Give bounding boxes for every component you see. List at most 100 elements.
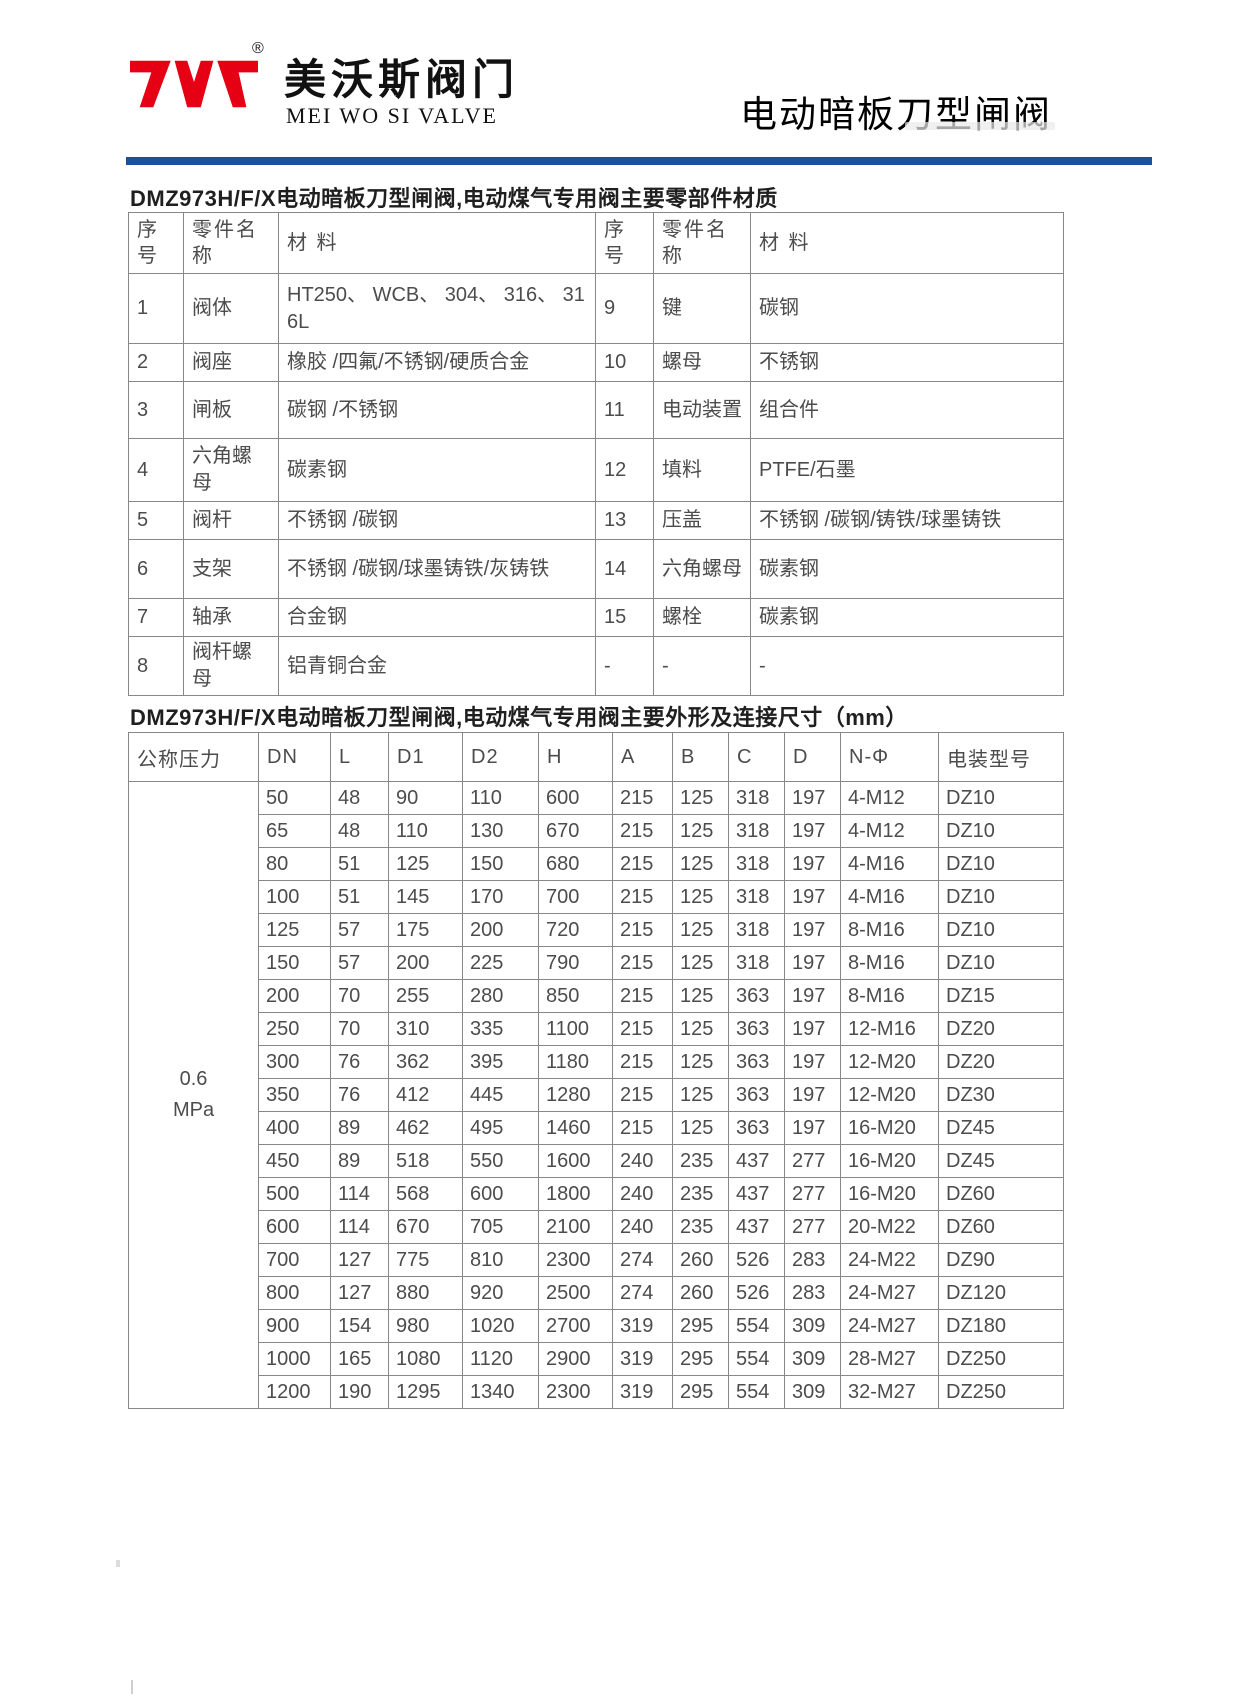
dimensions-table-cell: 200 <box>462 913 539 947</box>
dimensions-table-cell: 48 <box>330 814 389 848</box>
dimensions-table-cell: 215 <box>612 1078 673 1112</box>
dimensions-table-cell: 319 <box>612 1309 673 1343</box>
materials-column-header: 材 料 <box>750 212 1064 274</box>
dimensions-table-cell: 51 <box>330 880 389 914</box>
dimensions-table-cell: 283 <box>784 1276 841 1310</box>
dimensions-table-cell: 50 <box>258 781 331 815</box>
dimensions-table-cell: 197 <box>784 847 841 881</box>
dimensions-table-cell: 197 <box>784 979 841 1013</box>
dimensions-table-cell: 318 <box>728 913 785 947</box>
dimensions-table-cell: 445 <box>462 1078 539 1112</box>
dimensions-table-cell: 197 <box>784 1045 841 1079</box>
dimensions-table-cell: 363 <box>728 1078 785 1112</box>
dimensions-column-header: 电装型号 <box>938 732 1064 782</box>
dimensions-table-cell: 125 <box>672 847 729 881</box>
dimensions-table-cell: 462 <box>388 1111 463 1145</box>
dimensions-section-heading: DMZ973H/F/X电动暗板刀型闸阀,电动煤气专用阀主要外形及连接尺寸（mm） <box>130 705 908 730</box>
dimensions-table-cell: 1280 <box>538 1078 613 1112</box>
dimensions-table-cell: DZ10 <box>938 913 1064 947</box>
dimensions-table-cell: 1200 <box>258 1375 331 1409</box>
dimensions-table-cell: 12-M16 <box>840 1012 939 1046</box>
dimensions-table-cell: 1800 <box>538 1177 613 1211</box>
dimensions-table-cell: 500 <box>258 1177 331 1211</box>
dimensions-table-cell: 215 <box>612 880 673 914</box>
materials-column-header: 序号 <box>595 212 654 274</box>
dimensions-table-cell: 600 <box>462 1177 539 1211</box>
dimensions-table-cell: 125 <box>672 1078 729 1112</box>
dimensions-column-header: A <box>612 732 673 782</box>
dimensions-table-cell: 277 <box>784 1210 841 1244</box>
dimensions-table-cell: 400 <box>258 1111 331 1145</box>
materials-table-row: 7 轴承 合金钢 15 螺栓 碳素钢 <box>128 598 1064 637</box>
dimensions-table-cell: 145 <box>388 880 463 914</box>
dimensions-table-row: 800 127 880 920 2500 274 260 526 283 24-M27 DZ120 <box>129 1276 1064 1310</box>
materials-table-cell: 组合件 <box>750 381 1064 439</box>
dimensions-table-cell: 980 <box>388 1309 463 1343</box>
pressure-column-header: 公称压力 <box>128 732 259 782</box>
dimensions-table-cell: 57 <box>330 946 389 980</box>
dimensions-table-cell: DZ20 <box>938 1045 1064 1079</box>
dimensions-column-header: H <box>538 732 613 782</box>
dimensions-table-cell: 412 <box>388 1078 463 1112</box>
dimensions-table-cell: 197 <box>784 946 841 980</box>
dimensions-table-cell: 518 <box>388 1144 463 1178</box>
dimensions-table-cell: 215 <box>612 979 673 1013</box>
dimensions-table-cell: 880 <box>388 1276 463 1310</box>
dimensions-table-cell: 295 <box>672 1375 729 1409</box>
materials-table-cell: 不锈钢 <box>750 343 1064 382</box>
materials-table-cell: 阀杆 <box>183 501 279 540</box>
materials-table-cell: 压盖 <box>653 501 751 540</box>
dimensions-table-cell: DZ250 <box>938 1342 1064 1376</box>
materials-table-cell: 10 <box>595 343 654 382</box>
dimensions-column-header: B <box>672 732 729 782</box>
dimensions-table-cell: DZ180 <box>938 1309 1064 1343</box>
dimensions-table-cell: 197 <box>784 1012 841 1046</box>
materials-table-cell: 填料 <box>653 438 751 502</box>
dimensions-table-cell: DZ60 <box>938 1177 1064 1211</box>
dimensions-table-row: 500 114 568 600 1800 240 235 437 277 16-M20 DZ60 <box>129 1177 1064 1211</box>
materials-table-cell: - <box>750 636 1064 696</box>
dimensions-table-cell: 335 <box>462 1012 539 1046</box>
dimensions-table-cell: 318 <box>728 814 785 848</box>
dimensions-table-cell: 705 <box>462 1210 539 1244</box>
dimensions-table-cell: 114 <box>330 1177 389 1211</box>
dimensions-table-cell: 130 <box>462 814 539 848</box>
materials-section-heading: DMZ973H/F/X电动暗板刀型闸阀,电动煤气专用阀主要零部件材质 <box>130 186 778 211</box>
dimensions-table-cell: 240 <box>612 1210 673 1244</box>
dimensions-table-cell: 568 <box>388 1177 463 1211</box>
dimensions-table-cell: 280 <box>462 979 539 1013</box>
dimensions-table-cell: 274 <box>612 1243 673 1277</box>
dimensions-table-cell: 554 <box>728 1342 785 1376</box>
materials-table-cell: PTFE/石墨 <box>750 438 1064 502</box>
dimensions-table-cell: 24-M22 <box>840 1243 939 1277</box>
dimensions-table-cell: 154 <box>330 1309 389 1343</box>
materials-table-cell: 5 <box>128 501 184 540</box>
dimensions-table-cell: 850 <box>538 979 613 1013</box>
dimensions-table-row: 65 48 110 130 670 215 125 318 197 4-M12 DZ10 <box>129 814 1064 848</box>
dimensions-table-cell: 1180 <box>538 1045 613 1079</box>
materials-table-cell: 不锈钢 /碳钢/球墨铸铁/灰铸铁 <box>278 539 596 599</box>
dimensions-table-cell: 318 <box>728 847 785 881</box>
materials-column-header: 零件名称 <box>653 212 751 274</box>
dimensions-table-cell: 900 <box>258 1309 331 1343</box>
dimensions-table-cell: 100 <box>258 880 331 914</box>
dimensions-table-cell: 255 <box>388 979 463 1013</box>
dimensions-table-cell: 363 <box>728 1012 785 1046</box>
dimensions-table-row: 1000 165 1080 1120 2900 319 295 554 309 28-M27 DZ2… <box>129 1342 1064 1376</box>
dimensions-table-cell: 32-M27 <box>840 1375 939 1409</box>
dimensions-table-cell: 319 <box>612 1375 673 1409</box>
dimensions-table-cell: 1100 <box>538 1012 613 1046</box>
dimensions-table-cell: 920 <box>462 1276 539 1310</box>
dimensions-table-cell: 48 <box>330 781 389 815</box>
dimensions-table-cell: 1000 <box>258 1342 331 1376</box>
dimensions-table-cell: 125 <box>672 1045 729 1079</box>
dimensions-column-header: C <box>728 732 785 782</box>
materials-table-cell: 碳素钢 <box>750 539 1064 599</box>
dimensions-table-cell: 2100 <box>538 1210 613 1244</box>
dimensions-table-cell: DZ90 <box>938 1243 1064 1277</box>
dimensions-table-cell: 24-M27 <box>840 1309 939 1343</box>
materials-table-cell: 橡胶 /四氟/不锈钢/硬质合金 <box>278 343 596 382</box>
brand-name-chinese: 美沃斯阀门 <box>284 55 520 104</box>
dimensions-table-cell: DZ60 <box>938 1210 1064 1244</box>
dimensions-table-cell: 395 <box>462 1045 539 1079</box>
